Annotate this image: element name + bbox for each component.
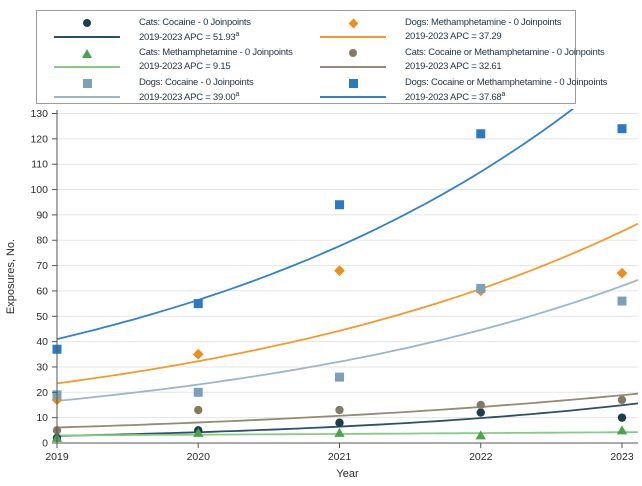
apc-footnote-superscript: a	[501, 91, 506, 99]
data-point	[335, 200, 344, 210]
data-point	[335, 418, 344, 427]
data-point	[476, 400, 485, 410]
y-axis-ticks: 0 10 20 30 40 50 60 70 80 90 100 110 120 130	[30, 108, 57, 450]
legend-item-5: Dogs: Cocaine or Methamphetamine - 0 Joi…	[319, 76, 607, 104]
data-point	[476, 408, 485, 417]
series-markers-3	[51, 265, 628, 406]
legend-line-swatch	[54, 66, 120, 68]
gridlines	[57, 113, 638, 419]
legend-series-label: Dogs: Cocaine or Methamphetamine - 0 Joi…	[405, 77, 608, 88]
legend-apc-label: 2019-2023 APC = 39.00a	[139, 91, 240, 104]
legend-item-2: Dogs: Cocaine - 0 Joinpoints 2019-2023 AP…	[53, 76, 313, 104]
y-tick-label: 0	[42, 438, 48, 450]
legend-apc-label: 2019-2023 APC = 32.61	[405, 61, 502, 72]
y-tick-label: 10	[36, 412, 48, 424]
x-tick-label: 2021	[328, 451, 352, 463]
legend-series-label: Dogs: Methamphetamine - 0 Joinpoints	[405, 17, 562, 28]
legend-apc-label: 2019-2023 APC = 51.93a	[139, 31, 240, 44]
y-tick-label: 40	[36, 336, 48, 348]
data-point	[193, 299, 203, 309]
data-point	[476, 129, 486, 139]
legend-apc-label: 2019-2023 APC = 9.15	[139, 61, 231, 72]
data-point	[193, 387, 203, 397]
y-tick-label: 70	[36, 260, 48, 272]
x-axis-title: Year	[336, 468, 359, 480]
legend-line-swatch	[54, 96, 120, 98]
data-point	[193, 427, 204, 437]
data-point	[616, 425, 628, 435]
y-tick-label: 90	[36, 209, 48, 221]
data-point	[617, 395, 627, 405]
y-tick-label: 60	[36, 285, 48, 297]
y-tick-label: 20	[36, 387, 48, 399]
legend-line-swatch	[320, 66, 386, 68]
x-axis-ticks: 2019 2020 2021 2022 2023	[45, 443, 634, 463]
trend-line-4	[56, 392, 639, 429]
x-tick-label: 2023	[610, 451, 634, 463]
data-point	[335, 372, 344, 382]
data-point	[192, 348, 204, 360]
apc-footnote-superscript: a	[235, 31, 240, 39]
chart-legend: Cats: Cocaine - 0 Joinpoints 2019-2023 AP…	[36, 10, 607, 104]
axes	[56, 110, 638, 444]
legend-series-label: Dogs: Cocaine - 0 Joinpoints	[139, 77, 254, 88]
legend-item-0: Cats: Cocaine - 0 Joinpoints 2019-2023 AP…	[53, 16, 313, 44]
triangle-marker-icon	[82, 48, 92, 58]
y-tick-label: 100	[30, 184, 48, 196]
series-markers-5	[52, 124, 627, 354]
data-point	[334, 427, 345, 437]
legend-apc-label: 2019-2023 APC = 37.68a	[405, 91, 506, 104]
data-point	[335, 405, 344, 415]
y-tick-label: 30	[36, 361, 48, 373]
square-marker-icon	[348, 78, 358, 88]
square-marker-icon	[82, 78, 92, 88]
y-tick-label: 130	[30, 108, 48, 120]
x-tick-label: 2020	[187, 451, 211, 463]
trend-line-1	[57, 431, 639, 437]
data-point	[617, 124, 627, 134]
data-markers	[51, 124, 628, 443]
trend-lines	[56, 109, 639, 437]
data-point	[475, 430, 486, 440]
trend-line-5	[56, 109, 575, 340]
y-tick-label: 80	[36, 235, 48, 247]
legend-item-4: Cats: Cocaine or Methamphetamine - 0 Joi…	[319, 46, 605, 74]
y-tick-label: 50	[36, 311, 48, 323]
data-point	[194, 405, 203, 415]
x-tick-label: 2022	[469, 451, 493, 463]
data-point	[617, 296, 627, 306]
y-tick-label: 110	[31, 159, 48, 171]
diamond-marker-icon	[348, 18, 358, 28]
data-point	[334, 265, 345, 277]
circle-marker-icon	[349, 49, 357, 57]
legend-line-swatch	[320, 96, 386, 98]
trend-line-0	[56, 402, 639, 437]
data-point	[616, 267, 628, 279]
trend-line-2	[56, 279, 639, 402]
legend-line-swatch	[320, 36, 386, 38]
apc-footnote-superscript: a	[235, 91, 240, 99]
legend-series-label: Cats: Cocaine or Methamphetamine - 0 Joi…	[405, 47, 605, 58]
legend-series-label: Cats: Methamphetamine - 0 Joinpoints	[139, 47, 293, 58]
trend-line-3	[56, 222, 639, 385]
legend-item-3: Dogs: Methamphetamine - 0 Joinpoints 2019…	[319, 16, 579, 44]
circle-marker-icon	[83, 19, 91, 27]
x-tick-label: 2019	[45, 451, 69, 463]
legend-line-swatch	[54, 36, 120, 38]
legend-series-label: Cats: Cocaine - 0 Joinpoints	[139, 17, 251, 28]
legend-apc-label: 2019-2023 APC = 37.29	[405, 31, 502, 42]
data-point	[617, 413, 627, 422]
y-axis-title: Exposures, No.	[5, 239, 17, 314]
series-markers-4	[52, 395, 627, 435]
data-point	[476, 283, 486, 293]
legend-item-1: Cats: Methamphetamine - 0 Joinpoints 2019…	[53, 46, 313, 74]
y-tick-label: 120	[30, 133, 48, 145]
